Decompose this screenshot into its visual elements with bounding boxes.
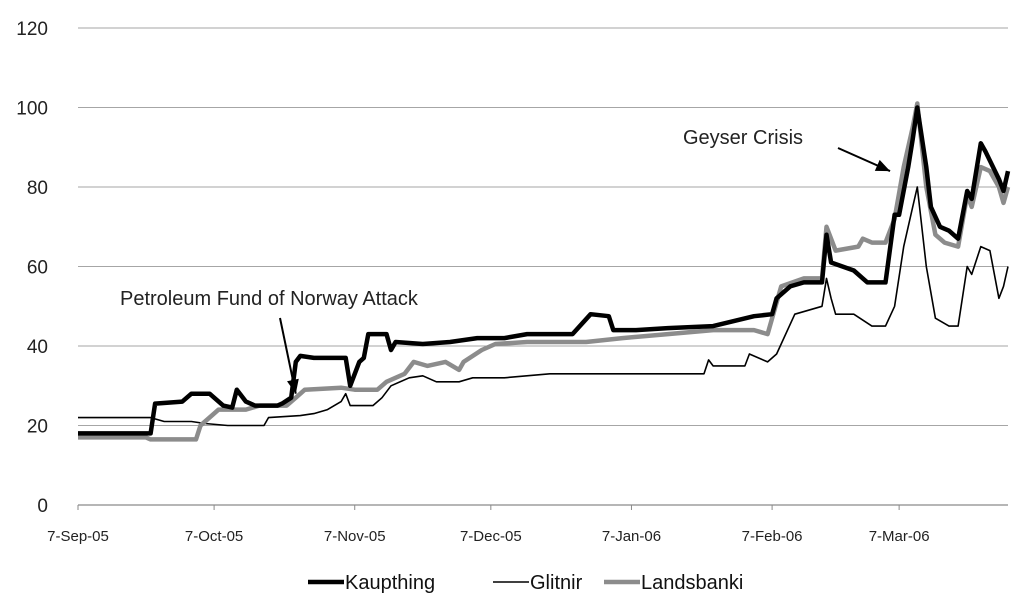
x-tick-label: 7-Mar-06 [869, 528, 930, 545]
gridlines [78, 27, 1008, 426]
series-line-glitnir [78, 186, 1009, 427]
x-tick-label: 7-Sep-05 [47, 528, 109, 545]
x-tick-label: 7-Feb-06 [742, 528, 803, 545]
x-tick-label: 7-Dec-05 [460, 528, 522, 545]
y-tick-label: 100 [16, 99, 48, 120]
legend-label-kaupthing: Kaupthing [345, 572, 435, 594]
x-tick-label: 7-Oct-05 [185, 528, 243, 545]
series-line-kaupthing [78, 105, 1011, 436]
series-lines [78, 101, 1011, 442]
legend: Kaupthing Glitnir Landsbanki [308, 572, 743, 594]
legend-label-landsbanki: Landsbanki [641, 572, 743, 594]
annotation-arrow-head [874, 159, 891, 172]
y-tick-label: 60 [27, 258, 48, 279]
y-axis-ticks: 0 20 40 60 80 100 120 [16, 19, 48, 517]
annotations: Petroleum Fund of Norway Attack Geyser Cr… [120, 127, 891, 394]
x-axis-ticks: 7-Sep-05 7-Oct-05 7-Nov-05 7-Dec-05 7-Jan-06… [47, 505, 930, 545]
x-tick-label: 7-Jan-06 [602, 528, 661, 545]
annotation-label: Geyser Crisis [683, 127, 803, 149]
y-tick-label: 20 [27, 417, 48, 438]
legend-label-glitnir: Glitnir [530, 572, 583, 594]
annotation-arrow-head [287, 378, 299, 394]
annotation-label: Petroleum Fund of Norway Attack [120, 288, 419, 310]
y-tick-label: 0 [37, 496, 48, 517]
x-tick-label: 7-Nov-05 [324, 528, 386, 545]
y-tick-label: 80 [27, 178, 48, 199]
y-tick-label: 120 [16, 19, 48, 40]
series-line-landsbanki [78, 101, 1011, 442]
y-tick-label: 40 [27, 337, 48, 358]
